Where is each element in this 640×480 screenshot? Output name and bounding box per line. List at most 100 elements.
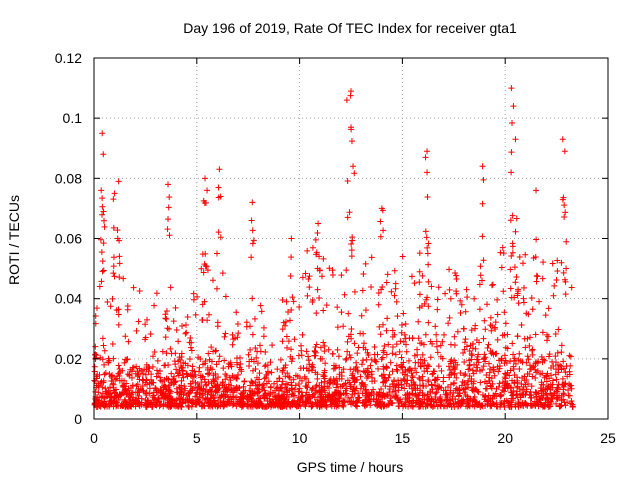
data-point [251,315,258,322]
data-point [489,380,496,387]
data-point [424,391,431,398]
data-point [485,397,492,404]
data-point [483,380,490,387]
x-tick-label: 20 [497,430,513,446]
data-point [191,373,198,380]
data-point [319,355,326,362]
data-point [498,264,505,271]
data-point [311,347,318,354]
data-point [384,271,391,278]
data-point [514,379,521,386]
data-point [91,368,98,375]
data-point [525,380,532,387]
data-point [104,393,111,400]
data-point [509,249,516,256]
data-point [317,344,324,351]
data-point [528,383,535,390]
data-point [114,235,121,242]
data-point [418,303,425,310]
data-point [533,278,540,285]
data-point [365,352,372,359]
data-point [539,275,546,282]
data-point [375,289,382,296]
data-point [256,381,263,388]
data-point [95,389,102,396]
data-point [215,194,222,201]
data-point [437,342,444,349]
data-point [257,302,264,309]
data-point [375,301,382,308]
data-point [529,306,536,313]
data-point [435,363,442,370]
data-point [432,396,439,403]
data-point [363,374,370,381]
data-point [421,357,428,364]
data-point [321,378,328,385]
data-point [91,378,98,385]
data-point [149,379,156,386]
data-point [215,358,222,365]
data-point [267,400,274,407]
data-point [110,196,117,203]
data-point [135,318,142,325]
data-point [487,314,494,321]
data-point [417,356,424,363]
data-point [289,398,296,405]
data-point [526,342,533,349]
data-point [373,358,380,365]
data-point [416,401,423,408]
data-point [290,393,297,400]
data-point [314,399,321,406]
data-point [166,232,173,239]
data-point [404,396,411,403]
data-point [491,324,498,331]
data-point [424,402,431,409]
data-point [166,392,173,399]
data-point [162,311,169,318]
data-point [433,331,440,338]
data-point [172,403,179,410]
data-point [117,392,124,399]
data-point [173,366,180,373]
data-point [287,272,294,279]
data-point [506,400,513,407]
data-point [252,382,259,389]
data-point [121,387,128,394]
data-point [184,399,191,406]
data-point [510,103,517,110]
data-point [308,367,315,374]
data-point [457,297,464,304]
data-point [532,366,539,373]
data-point [306,395,313,402]
data-point [415,318,422,325]
data-point [363,386,370,393]
data-point [434,376,441,383]
data-point [507,266,514,273]
data-point [125,385,132,392]
data-point [462,392,469,399]
data-point [478,402,485,409]
data-point [343,97,350,104]
data-point [157,390,164,397]
data-point [271,380,278,387]
data-point [204,364,211,371]
data-point [398,354,405,361]
data-point [318,384,325,391]
data-point [320,255,327,262]
data-point [540,259,547,266]
data-point [532,331,539,338]
data-point [508,85,515,92]
data-point [175,395,182,402]
data-point [516,254,523,261]
data-point [340,397,347,404]
data-point [161,383,168,390]
data-point [379,321,386,328]
data-point [342,356,349,363]
data-point [348,247,355,254]
data-point [332,362,339,369]
data-point [199,251,206,258]
data-point [453,288,460,295]
data-point [461,372,468,379]
data-point [213,285,220,292]
data-point [249,240,256,247]
